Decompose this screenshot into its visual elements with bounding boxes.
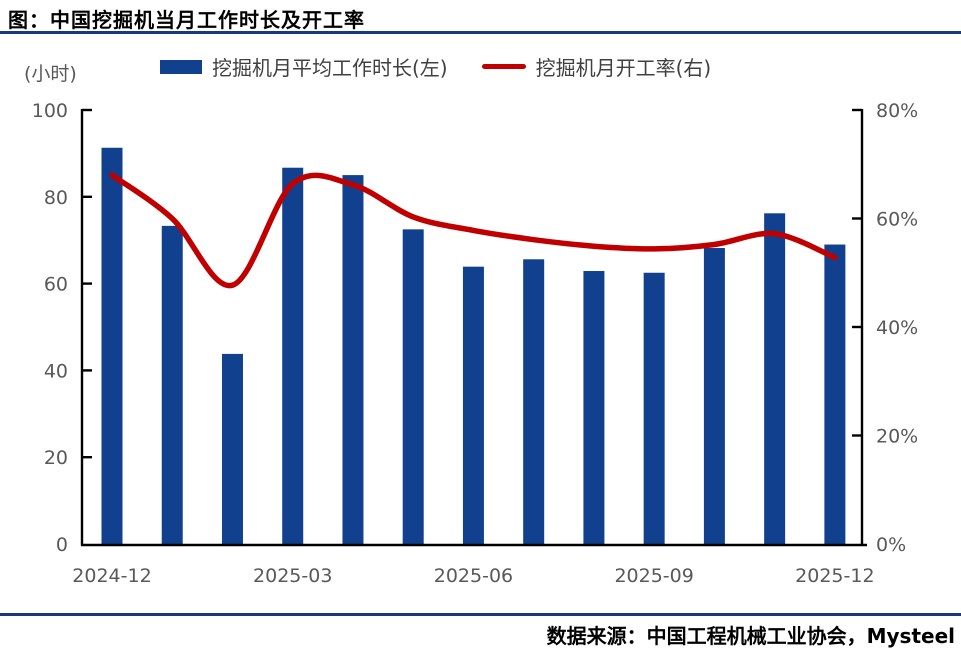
- legend-label-line: 挖掘机月开工率(右): [535, 56, 712, 80]
- bar-2025-10: [703, 248, 725, 546]
- bar-2025-11: [764, 213, 786, 547]
- bar-2025-09: [643, 272, 665, 546]
- right-axis-tick-label: 20%: [876, 426, 918, 448]
- bar-2025-07: [523, 259, 545, 546]
- left-axis-tick-label: 60: [44, 274, 68, 296]
- bar-2025-06: [462, 266, 484, 546]
- x-axis-tick-label: 2025-09: [614, 565, 693, 587]
- right-axis-tick-label: 80%: [876, 100, 918, 122]
- right-axis-tick-label: 60%: [876, 209, 918, 231]
- x-axis-tick-label: 2025-12: [795, 565, 874, 587]
- left-axis-unit-label: (小时): [24, 63, 77, 85]
- bar-2025-12: [824, 244, 846, 547]
- footer-divider: [0, 613, 961, 616]
- bar-2025-04: [342, 175, 364, 546]
- legend: 挖掘机月平均工作时长(左) 挖掘机月开工率(右): [160, 52, 711, 81]
- bar-series-swatch-icon: [160, 59, 202, 74]
- bar-2025-05: [402, 229, 424, 546]
- left-axis-tick-label: 100: [32, 100, 68, 122]
- legend-label-bars: 挖掘机月平均工作时长(左): [212, 56, 448, 80]
- line-series-swatch-icon: [481, 64, 526, 69]
- page-title: 图：中国挖掘机当月工作时长及开工率: [8, 8, 365, 32]
- bar-2025-02: [221, 353, 243, 546]
- bar-2025-08: [583, 271, 605, 546]
- right-axis-tick-label: 40%: [876, 317, 918, 339]
- bar-2024-12: [101, 147, 123, 546]
- x-axis-tick-label: 2024-12: [72, 565, 151, 587]
- bar-2025-03: [282, 167, 304, 547]
- x-axis-tick-label: 2025-06: [434, 565, 513, 587]
- bar-2025-01: [161, 225, 183, 547]
- title-divider: [0, 31, 961, 34]
- left-axis-tick-label: 0: [56, 534, 68, 556]
- left-axis-tick-label: 80: [44, 187, 68, 209]
- left-axis-tick-label: 40: [44, 360, 68, 382]
- data-source: 数据来源：中国工程机械工业协会，Mysteel: [546, 624, 955, 648]
- utilization-rate-line: [109, 172, 838, 289]
- right-axis-tick-label: 0%: [876, 534, 906, 556]
- left-axis-tick-label: 20: [44, 447, 68, 469]
- x-axis-tick-label: 2025-03: [253, 565, 332, 587]
